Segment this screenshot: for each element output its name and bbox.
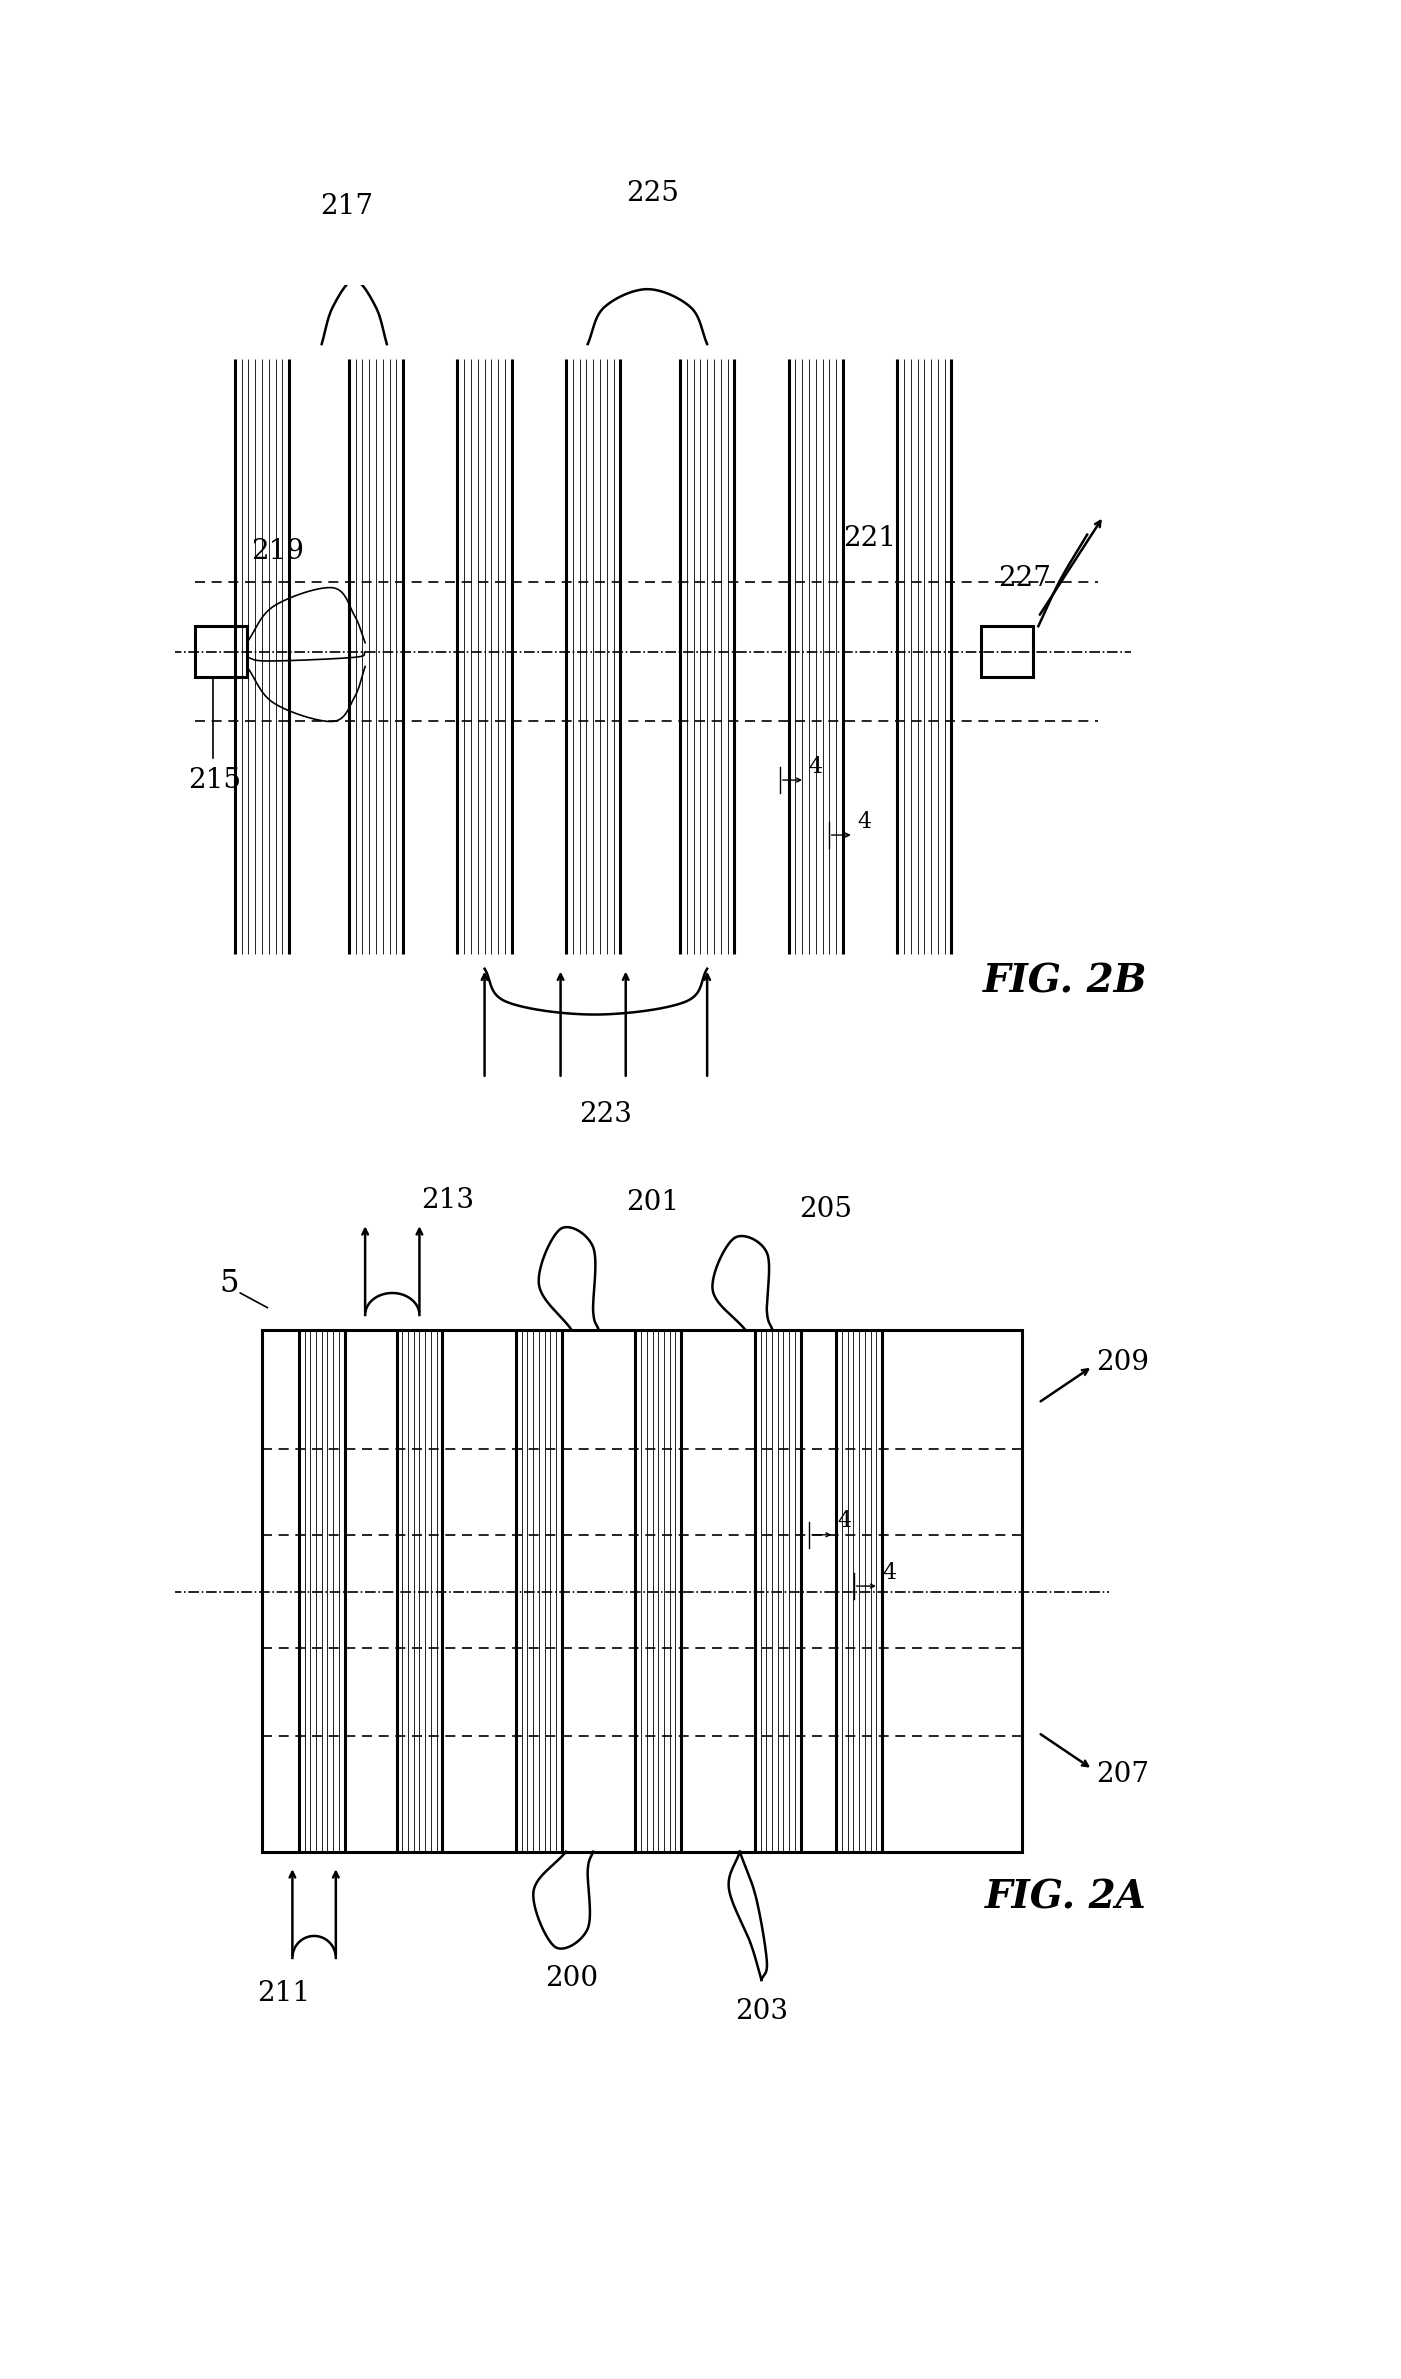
Text: 201: 201 [626,1190,679,1216]
Text: 4: 4 [883,1561,897,1584]
Text: FIG. 2B: FIG. 2B [984,963,1147,1002]
Text: 209: 209 [1096,1349,1149,1375]
Bar [195,626,247,678]
Text: 223: 223 [579,1101,632,1128]
Text: 225: 225 [626,181,679,207]
Text: 221: 221 [843,526,895,552]
Text: FIG. 2A: FIG. 2A [985,1879,1146,1917]
Text: 203: 203 [736,1998,787,2025]
Text: 219: 219 [251,538,304,564]
Text: 200: 200 [545,1965,598,1991]
Text: 4: 4 [857,811,871,833]
Text: 207: 207 [1096,1760,1149,1789]
Text: 4: 4 [838,1511,852,1532]
Text: 5: 5 [220,1268,240,1299]
Text: 4: 4 [808,757,822,778]
Text: 217: 217 [319,193,373,219]
Bar [262,1330,1023,1851]
Text: 227: 227 [998,566,1051,592]
Text: 211: 211 [258,1979,310,2008]
Bar [981,626,1033,678]
Text: 205: 205 [800,1197,852,1223]
Text: 213: 213 [422,1187,475,1213]
Text: 215: 215 [188,766,241,795]
